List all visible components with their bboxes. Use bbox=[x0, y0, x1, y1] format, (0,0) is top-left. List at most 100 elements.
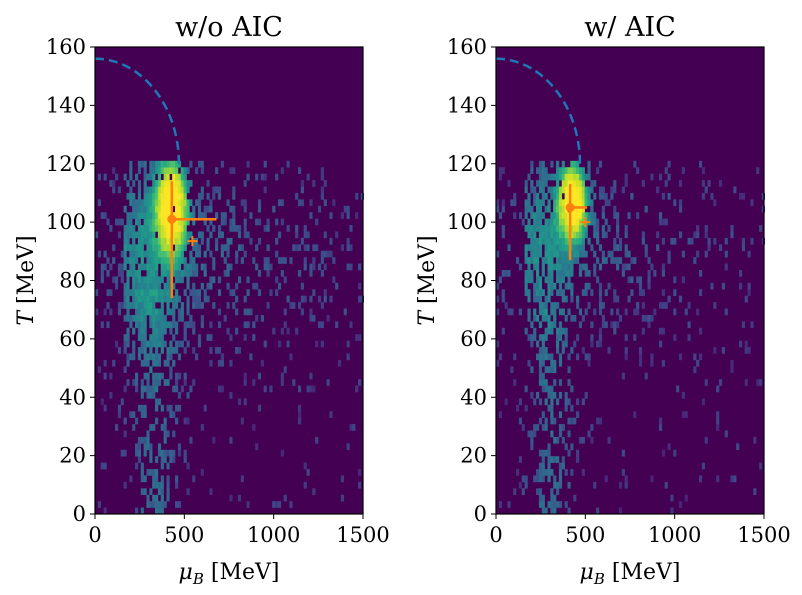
heatmap-cell bbox=[149, 308, 153, 316]
heatmap-cell bbox=[561, 173, 565, 181]
heatmap-cell bbox=[544, 173, 548, 181]
heatmap-cell bbox=[260, 173, 264, 181]
heatmap-cell bbox=[172, 269, 176, 277]
heatmap-cell bbox=[704, 379, 708, 386]
heatmap-cell bbox=[553, 392, 557, 399]
heatmap-cell bbox=[547, 218, 551, 226]
heatmap-cell bbox=[544, 276, 548, 284]
heatmap-cell bbox=[137, 404, 142, 412]
heatmap-cell bbox=[518, 398, 523, 406]
heatmap-cell bbox=[157, 334, 162, 341]
heatmap-cell bbox=[570, 289, 574, 296]
heatmap-cell bbox=[573, 494, 577, 502]
heatmap-cell bbox=[283, 257, 287, 264]
heatmap-cell bbox=[536, 276, 540, 284]
heatmap-cell bbox=[217, 231, 222, 239]
heatmap-cell bbox=[163, 424, 167, 431]
heatmap-cell bbox=[584, 173, 588, 181]
heatmap-cell bbox=[607, 436, 611, 444]
heatmap-cell bbox=[684, 308, 688, 316]
heatmap-cell bbox=[115, 276, 119, 284]
heatmap-cell bbox=[633, 257, 637, 264]
heatmap-cell bbox=[257, 372, 262, 380]
heatmap-cell bbox=[544, 449, 548, 457]
heatmap-cell bbox=[149, 186, 153, 194]
heatmap-cell bbox=[172, 180, 176, 187]
heatmap-cell bbox=[177, 244, 182, 252]
heatmap-cell bbox=[306, 244, 310, 252]
heatmap-cell bbox=[312, 314, 316, 322]
heatmap-cell bbox=[160, 269, 164, 277]
heatmap-cell bbox=[203, 269, 207, 277]
heatmap-cell bbox=[621, 449, 625, 457]
heatmap-cell bbox=[280, 269, 284, 277]
heatmap-cell bbox=[100, 212, 104, 219]
heatmap-cell bbox=[550, 398, 554, 406]
heatmap-cell bbox=[741, 321, 746, 329]
heatmap-cell bbox=[567, 481, 571, 489]
heatmap-cell bbox=[140, 276, 144, 284]
heatmap-cell bbox=[558, 212, 563, 219]
heatmap-cell bbox=[741, 244, 746, 252]
heatmap-cell bbox=[243, 372, 247, 380]
heatmap-cell bbox=[621, 372, 625, 380]
heatmap-cell bbox=[209, 359, 213, 367]
heatmap-cell bbox=[140, 289, 144, 296]
heatmap-cell bbox=[157, 218, 162, 226]
heatmap-cell bbox=[616, 218, 620, 226]
heatmap-cell bbox=[667, 295, 671, 303]
heatmap-cell bbox=[157, 379, 162, 386]
heatmap-cell bbox=[135, 282, 139, 290]
heatmap-cell bbox=[166, 276, 170, 284]
heatmap-cell bbox=[283, 308, 287, 316]
heatmap-cell bbox=[558, 392, 563, 399]
heatmap-cell bbox=[132, 244, 136, 252]
heatmap-cell bbox=[533, 295, 537, 303]
heatmap-cell bbox=[157, 353, 162, 361]
heatmap-cell bbox=[146, 225, 150, 232]
heatmap-cell bbox=[561, 263, 565, 271]
heatmap-cell bbox=[496, 359, 500, 367]
heatmap-cell bbox=[550, 212, 554, 219]
heatmap-cell bbox=[340, 475, 345, 483]
heatmap-cell bbox=[598, 295, 603, 303]
heatmap-cell bbox=[160, 263, 164, 271]
heatmap-cell bbox=[183, 347, 187, 354]
heatmap-cell bbox=[157, 321, 162, 329]
heatmap-cell bbox=[175, 180, 179, 187]
heatmap-cell bbox=[533, 237, 537, 245]
heatmap-cell bbox=[547, 385, 551, 393]
heatmap-cell bbox=[573, 340, 577, 348]
heatmap-cell bbox=[160, 449, 164, 457]
heatmap-cell bbox=[152, 475, 156, 483]
x-tick-label: 500 bbox=[565, 523, 605, 547]
heatmap-cell bbox=[570, 404, 574, 412]
heatmap-cell bbox=[163, 173, 167, 181]
heatmap-cell bbox=[547, 404, 551, 412]
heatmap-cell bbox=[601, 192, 605, 200]
heatmap-cell bbox=[126, 180, 130, 187]
heatmap-cell bbox=[212, 186, 216, 194]
heatmap-cell bbox=[541, 372, 545, 380]
heatmap-cell bbox=[541, 199, 545, 207]
heatmap-cell bbox=[698, 475, 703, 483]
heatmap-cell bbox=[160, 456, 164, 463]
heatmap-cell bbox=[550, 237, 554, 245]
heatmap-cell bbox=[195, 263, 199, 271]
heatmap-cell bbox=[166, 231, 170, 239]
heatmap-cell bbox=[538, 475, 543, 483]
heatmap-cell bbox=[135, 417, 139, 425]
heatmap-cell bbox=[123, 334, 127, 341]
heatmap-cell bbox=[189, 250, 193, 258]
heatmap-cell bbox=[283, 276, 287, 284]
heatmap-cell bbox=[544, 353, 548, 361]
heatmap-cell bbox=[152, 321, 156, 329]
heatmap-cell bbox=[498, 212, 503, 219]
heatmap-cell bbox=[129, 475, 133, 483]
heatmap-cell bbox=[527, 295, 531, 303]
heatmap-cell bbox=[186, 205, 190, 213]
heatmap-cell bbox=[175, 244, 179, 252]
heatmap-cell bbox=[698, 327, 703, 335]
heatmap-cell bbox=[209, 347, 213, 354]
y-tick-label: 40 bbox=[59, 385, 86, 409]
